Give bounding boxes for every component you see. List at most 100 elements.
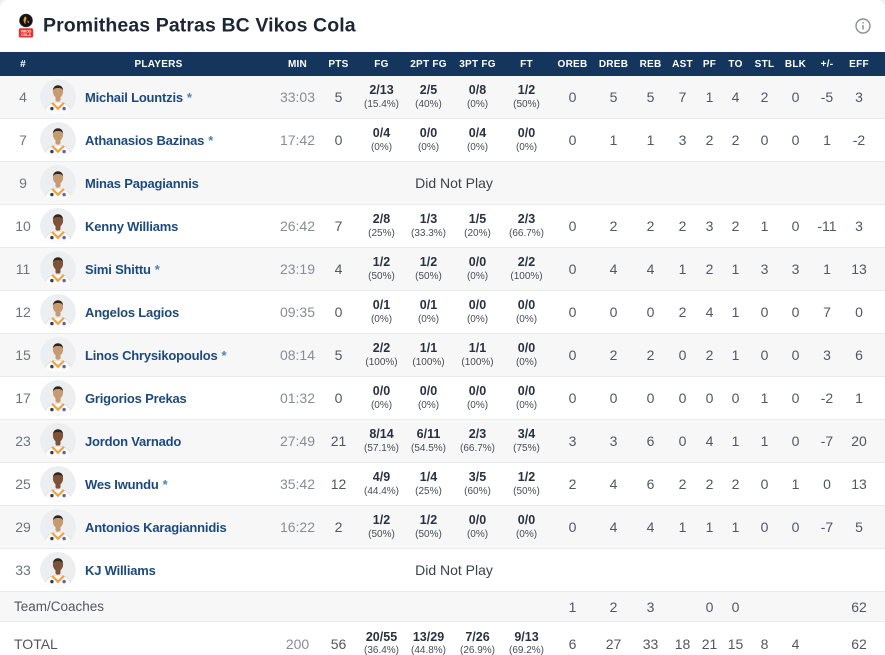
- stat-fg: 8/14 (57.1%): [363, 427, 399, 454]
- stat-pts: 0: [334, 304, 343, 320]
- stat-to: 1: [731, 519, 740, 535]
- stat-plusminus: 7: [823, 304, 831, 320]
- stat-to: 2: [731, 132, 740, 148]
- col-header-2ptfg: 2PT FG: [410, 58, 447, 70]
- stat-stl: 1: [760, 390, 769, 406]
- stat-3ptfg: 1/1 (100%): [461, 341, 494, 368]
- stat-to: 4: [731, 89, 740, 105]
- stat-stl: 0: [760, 347, 769, 363]
- player-cell: Minas Papagiannis: [40, 162, 277, 204]
- stat-dreb: 2: [609, 347, 618, 363]
- stat-ast: 0: [678, 390, 687, 406]
- total-stl: 8: [760, 635, 769, 652]
- total-label: TOTAL: [14, 635, 58, 652]
- starter-mark: *: [162, 476, 168, 492]
- stat-ft: 2/2 (100%): [510, 255, 543, 282]
- stat-dreb: 3: [609, 433, 618, 449]
- stat-plusminus: 1: [823, 261, 831, 277]
- stat-ast: 2: [678, 304, 687, 320]
- stat-to: 1: [731, 261, 740, 277]
- stat-pts: 5: [334, 347, 343, 363]
- player-number: 29: [15, 519, 31, 535]
- stat-stl: 0: [760, 304, 769, 320]
- stat-pf: 1: [705, 89, 714, 105]
- stat-fg: 2/2 (100%): [365, 341, 398, 368]
- total-ft: 9/13 (69.2%): [508, 629, 544, 655]
- stat-pf: 2: [705, 347, 714, 363]
- col-header-3ptfg: 3PT FG: [459, 58, 496, 70]
- stat-stl: 0: [760, 519, 769, 535]
- stat-3ptfg: 0/8 (0%): [466, 83, 489, 110]
- stat-2ptfg: 0/0 (0%): [417, 126, 440, 153]
- player-number: 9: [19, 175, 27, 191]
- stat-dreb: 5: [609, 89, 618, 105]
- stat-plusminus: -7: [820, 433, 834, 449]
- player-avatar: [40, 380, 76, 416]
- stat-oreb: 3: [568, 433, 577, 449]
- player-name[interactable]: Jordon Varnado: [85, 433, 182, 449]
- player-name[interactable]: KJ Williams: [85, 562, 156, 578]
- player-row: 10 Kenny Williams 26:42 7 2/8 (25%) 1/3 (3…: [0, 205, 885, 248]
- stat-reb: 4: [646, 261, 655, 277]
- stat-ft: 0/0 (0%): [515, 298, 538, 325]
- stat-reb: 4: [646, 519, 655, 535]
- stat-plusminus: 0: [823, 476, 831, 492]
- player-name[interactable]: Michail Lountzis *: [85, 89, 192, 105]
- info-icon[interactable]: [855, 18, 871, 34]
- stat-eff: 3: [855, 89, 863, 105]
- stat-min: 08:14: [279, 347, 316, 363]
- col-header-dreb: DREB: [598, 58, 629, 70]
- col-header-plusminus: +/-: [820, 58, 834, 70]
- stat-ft: 0/0 (0%): [515, 384, 538, 411]
- stat-ast: 2: [678, 476, 687, 492]
- player-name[interactable]: Athanasios Bazinas *: [85, 132, 214, 148]
- player-name[interactable]: Simi Shittu *: [85, 261, 160, 277]
- total-blk: 4: [791, 635, 800, 652]
- player-name[interactable]: Antonios Karagiannidis: [85, 519, 227, 535]
- player-name[interactable]: Grigorios Prekas: [85, 390, 187, 406]
- stat-min: 09:35: [279, 304, 316, 320]
- stat-blk: 0: [791, 218, 800, 234]
- stat-blk: 1: [791, 476, 800, 492]
- stat-min: 26:42: [279, 218, 316, 234]
- stat-oreb: 2: [568, 476, 577, 492]
- player-number: 12: [15, 304, 31, 320]
- stat-fg: 1/2 (50%): [368, 255, 395, 282]
- col-header-ft: FT: [520, 58, 533, 70]
- stat-blk: 0: [791, 304, 800, 320]
- stat-reb: 6: [646, 476, 655, 492]
- player-name[interactable]: Wes Iwundu *: [85, 476, 168, 492]
- team-reb: 3: [646, 598, 655, 615]
- team-to: 0: [731, 598, 740, 615]
- stat-pf: 1: [705, 519, 714, 535]
- col-header-to: TO: [728, 58, 743, 70]
- player-name[interactable]: Linos Chrysikopoulos *: [85, 347, 227, 363]
- player-name[interactable]: Kenny Williams: [85, 218, 179, 234]
- stat-stl: 1: [760, 433, 769, 449]
- team-oreb: 1: [568, 598, 577, 615]
- col-header-reb: REB: [639, 58, 662, 70]
- player-row: 29 Antonios Karagiannidis 16:22 2 1/2 (50…: [0, 506, 885, 549]
- player-avatar: [40, 122, 76, 158]
- player-avatar: [40, 509, 76, 545]
- stat-eff: -2: [852, 132, 866, 148]
- player-row: 23 Jordon Varnado 27:49 21 8/14 (57.1%) 6…: [0, 420, 885, 463]
- player-name[interactable]: Minas Papagiannis: [85, 175, 199, 191]
- player-cell: Simi Shittu *: [40, 248, 277, 290]
- stat-eff: 3: [855, 218, 863, 234]
- stat-3ptfg: 1/5 (20%): [464, 212, 491, 239]
- stat-eff: 20: [851, 433, 867, 449]
- stat-2ptfg: 0/1 (0%): [417, 298, 440, 325]
- stat-pts: 2: [334, 519, 343, 535]
- stat-ft: 2/3 (66.7%): [508, 212, 544, 239]
- stat-fg: 0/1 (0%): [370, 298, 393, 325]
- col-header-eff: EFF: [849, 58, 869, 70]
- player-name[interactable]: Angelos Lagios: [85, 304, 179, 320]
- stat-min: 01:32: [279, 390, 316, 406]
- total-reb: 33: [642, 635, 659, 652]
- col-header-number: #: [20, 58, 26, 70]
- player-row: 7 Athanasios Bazinas * 17:42 0 0/4 (0%) 0/…: [0, 119, 885, 162]
- player-number: 10: [15, 218, 31, 234]
- stat-ft: 0/0 (0%): [515, 341, 538, 368]
- stat-3ptfg: 0/0 (0%): [466, 384, 489, 411]
